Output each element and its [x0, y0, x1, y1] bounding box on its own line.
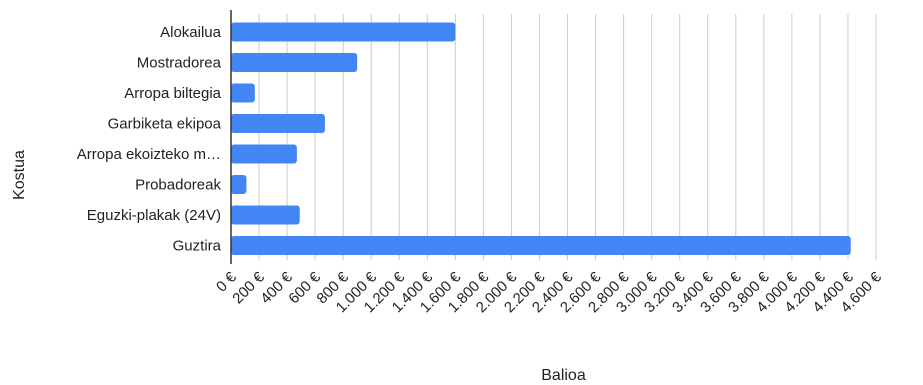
bar — [231, 83, 255, 103]
category-label: Arropa biltegia — [124, 85, 221, 102]
category-label: Guztira — [173, 238, 222, 255]
category-label: Arropa ekoizteko m… — [77, 146, 221, 163]
category-label: Garbiketa ekipoa — [108, 116, 222, 133]
category-label: Eguzki-plakak (24V) — [87, 207, 221, 224]
category-label: Probadoreak — [135, 177, 221, 194]
bars — [231, 22, 851, 255]
bar — [231, 175, 247, 194]
gridlines — [258, 14, 877, 260]
tick-labels: 0 €200 €400 €600 €800 €1.000 €1.200 €1.4… — [213, 268, 885, 316]
y-axis-title: Kostua — [11, 150, 28, 200]
bar — [231, 205, 300, 225]
bar — [231, 144, 297, 164]
category-label: Alokailua — [160, 24, 222, 41]
bar — [231, 114, 325, 133]
x-axis-title: Balioa — [541, 367, 586, 384]
bar — [231, 236, 851, 255]
category-labels: Alokailua Mostradorea Arropa biltegia Garbi… — [77, 24, 222, 255]
category-label: Mostradorea — [137, 55, 222, 72]
bar — [231, 22, 456, 42]
bar — [231, 53, 358, 72]
